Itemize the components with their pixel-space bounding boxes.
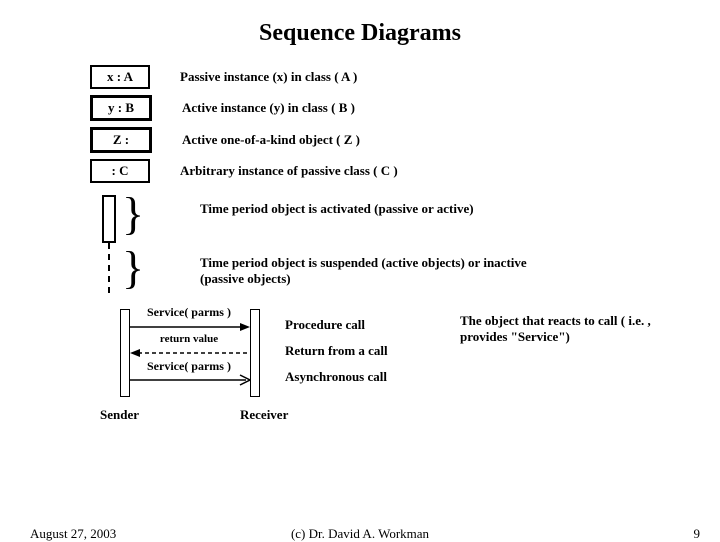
lifeline-dash	[108, 243, 110, 293]
legend-row-arbitrary: : C Arbitrary instance of passive class …	[90, 159, 720, 183]
activation-box	[102, 195, 116, 243]
brace-icon: }	[122, 191, 144, 237]
receiver-activation	[250, 309, 260, 397]
sender-activation	[120, 309, 130, 397]
box-xa: x : A	[90, 65, 150, 89]
legend-row-active-instance: y : B Active instance (y) in class ( B )	[90, 95, 720, 121]
arrow-open-icon	[130, 373, 250, 387]
note-activated: Time period object is activated (passive…	[200, 201, 530, 217]
arrow-solid-icon	[130, 321, 250, 333]
legend-desc: Arbitrary instance of passive class ( C …	[180, 163, 398, 179]
legend-row-passive: x : A Passive instance (x) in class ( A …	[90, 65, 720, 89]
arrow-label: return value	[134, 333, 244, 345]
arrow-label: Service( parms )	[134, 305, 244, 320]
desc-return: Return from a call	[285, 343, 388, 359]
legend-desc: Active one-of-a-kind object ( Z )	[182, 132, 360, 148]
desc-procedure-call: Procedure call	[285, 317, 365, 333]
brace-icon: }	[122, 245, 144, 291]
box-z: Z :	[90, 127, 152, 153]
legend-row-active-singleton: Z : Active one-of-a-kind object ( Z )	[90, 127, 720, 153]
arrow-dashed-icon	[130, 347, 250, 359]
arrow-label: Service( parms )	[134, 359, 244, 374]
desc-async: Asynchronous call	[285, 369, 387, 385]
receiver-label: Receiver	[240, 407, 288, 423]
legend: x : A Passive instance (x) in class ( A …	[90, 65, 720, 183]
legend-desc: Active instance (y) in class ( B )	[182, 100, 355, 116]
sender-label: Sender	[100, 407, 139, 423]
box-yb: y : B	[90, 95, 152, 121]
page-title: Sequence Diagrams	[0, 0, 720, 47]
legend-desc: Passive instance (x) in class ( A )	[180, 69, 357, 85]
calls-diagram: Service( parms ) return value Service( p…	[120, 309, 720, 399]
note-suspended: Time period object is suspended (active …	[200, 255, 530, 287]
right-note: The object that reacts to call ( i.e. , …	[460, 313, 670, 345]
lifeline-legend: } Time period object is activated (passi…	[90, 195, 720, 305]
box-c: : C	[90, 159, 150, 183]
